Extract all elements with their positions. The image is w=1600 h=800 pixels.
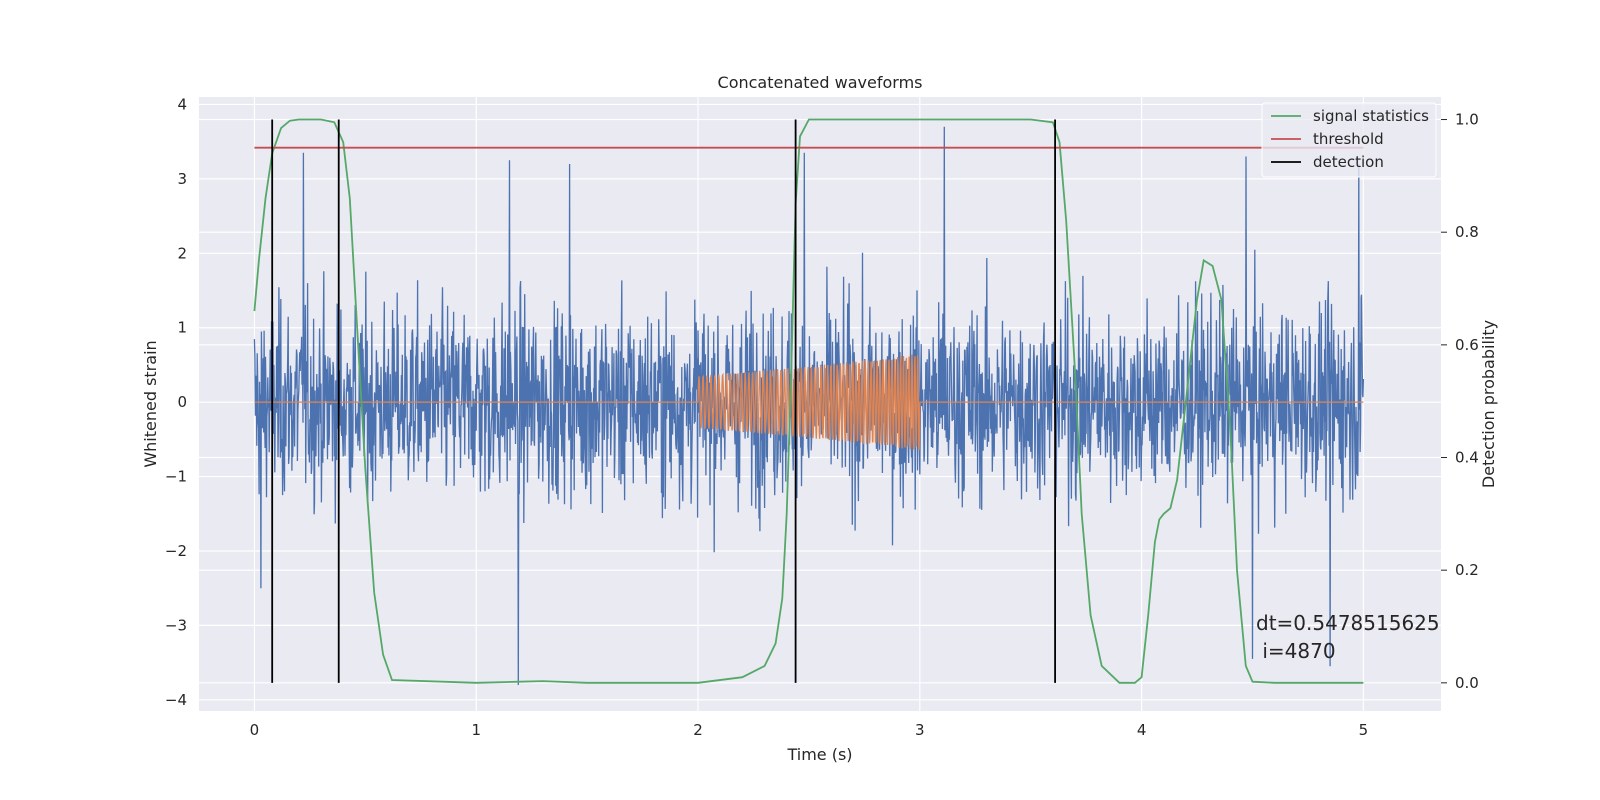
legend-box <box>1261 102 1437 178</box>
x-tick-label: 2 <box>693 721 703 739</box>
legend-label-signal-statistics: signal statistics <box>1313 107 1429 125</box>
annotation-dt: dt=0.5478515625 <box>1256 611 1440 635</box>
detection-series <box>271 119 1056 683</box>
legend-label-detection: detection <box>1313 153 1384 171</box>
y-tick-label: 1 <box>177 319 187 337</box>
x-tick-label: 5 <box>1359 721 1369 739</box>
signal-statistics-series <box>253 118 1364 684</box>
waveform-series <box>254 354 1364 451</box>
axis-ticks: 0 1 2 3 4 5 −4 −3 −2 −1 0 1 2 3 4 0.0 0.2 0.4 0.6 0.8 1.0 <box>165 95 1479 739</box>
y-tick-label: 3 <box>177 170 187 188</box>
waveform-line <box>254 354 1364 451</box>
y-tick-label: −2 <box>165 542 187 560</box>
y2-tick-label: 0.4 <box>1455 449 1479 467</box>
strain-series <box>253 126 1365 686</box>
y-tick-label: −4 <box>165 691 187 709</box>
y-axis-label: Whitened strain <box>141 340 160 467</box>
y-tick-label: −1 <box>165 468 187 486</box>
y2-tick-label: 1.0 <box>1455 111 1479 129</box>
x-tick-label: 4 <box>1137 721 1147 739</box>
legend-label-threshold: threshold <box>1313 130 1384 148</box>
legend: signal statistics threshold detection <box>1261 102 1437 178</box>
signal-statistics-line <box>253 118 1364 684</box>
y2-tick-label: 0.0 <box>1455 674 1479 692</box>
y2-axis-label: Detection probability <box>1479 320 1498 488</box>
y2-tick-label: 0.6 <box>1455 336 1479 354</box>
y2-tick-label: 0.2 <box>1455 561 1479 579</box>
annotation-index: i=4870 <box>1256 639 1336 663</box>
y-tick-label: 2 <box>177 244 187 262</box>
x-axis-label: Time (s) <box>786 745 852 764</box>
x-tick-label: 3 <box>915 721 925 739</box>
chart-title: Concatenated waveforms <box>718 73 923 92</box>
x-tick-label: 1 <box>471 721 481 739</box>
y-tick-label: 4 <box>177 95 187 113</box>
y-tick-label: 0 <box>177 393 187 411</box>
y2-tick-label: 0.8 <box>1455 223 1479 241</box>
strain-line <box>253 126 1365 686</box>
x-tick-label: 0 <box>250 721 260 739</box>
y-tick-label: −3 <box>165 616 187 634</box>
